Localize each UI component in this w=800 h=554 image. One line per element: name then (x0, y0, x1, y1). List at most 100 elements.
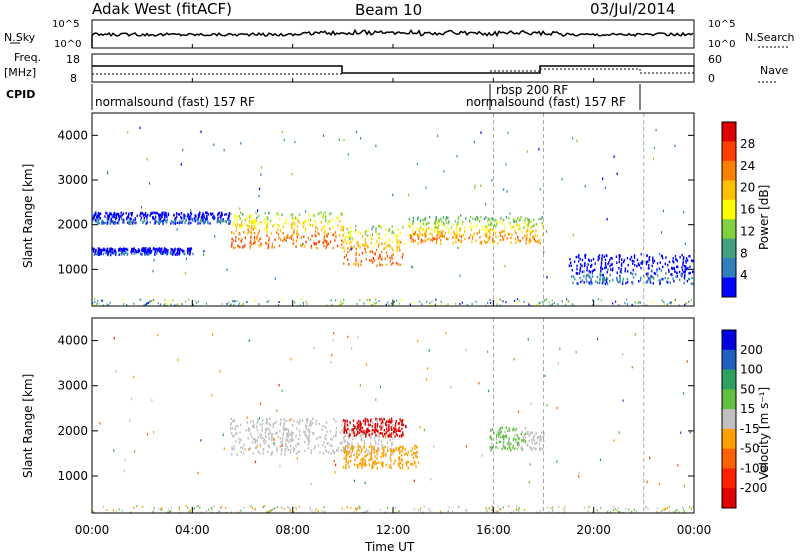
noise-speckle (454, 302, 457, 305)
echo-cell (355, 251, 357, 255)
echo-cell (300, 236, 303, 239)
noise-speckle (551, 506, 554, 509)
echo-cell (233, 232, 235, 235)
echo-cell (329, 429, 332, 433)
echo-cell (383, 448, 385, 451)
echo-cell (162, 211, 164, 214)
echo-cell (489, 231, 491, 235)
echo-cell (416, 227, 418, 231)
echo-cell (367, 420, 369, 423)
echo-cell (98, 247, 100, 251)
echo-cell (96, 218, 98, 221)
noise-speckle (516, 508, 518, 511)
noise-speckle (161, 507, 163, 510)
echo-cell (503, 446, 506, 450)
echo-cell (109, 247, 111, 251)
echo-cell (531, 431, 534, 434)
echo-cell (113, 222, 116, 225)
echo-cell (527, 226, 529, 230)
echo-cell (691, 270, 694, 274)
scatter-echo (285, 239, 287, 242)
echo-cell (254, 446, 257, 450)
echo-cell (166, 215, 168, 219)
echo-cell (291, 436, 293, 439)
echo-cell (99, 216, 102, 220)
echo-cell (471, 240, 473, 244)
echo-cell (275, 432, 277, 435)
echo-cell (234, 216, 236, 220)
echo-cell (265, 242, 268, 245)
echo-cell (690, 282, 692, 285)
echo-cell (597, 258, 599, 262)
echo-cell (291, 216, 294, 220)
echo-cell (199, 219, 202, 223)
scatter-echo (152, 269, 154, 273)
echo-cell (521, 430, 523, 434)
noise-speckle (466, 303, 468, 306)
echo-cell (380, 225, 382, 228)
echo-cell (378, 261, 381, 265)
echo-cell (355, 253, 357, 257)
echo-cell (535, 431, 537, 435)
echo-cell (115, 252, 117, 256)
echo-cell (347, 442, 350, 446)
echo-cell (344, 449, 346, 452)
echo-cell (390, 428, 393, 432)
echo-cell (462, 233, 464, 237)
echo-cell (352, 447, 354, 451)
echo-cell (496, 433, 498, 437)
echo-cell (249, 241, 252, 245)
echo-cell (398, 458, 401, 461)
echo-cell (389, 456, 392, 460)
echo-cell (508, 444, 511, 447)
scatter-echo (294, 140, 296, 144)
echo-cell (387, 420, 390, 424)
noise-speckle (544, 298, 546, 301)
scatter-echo (480, 184, 482, 187)
echo-cell (683, 277, 686, 281)
noise-speckle (447, 509, 450, 512)
echo-cell (356, 421, 358, 425)
echo-cell (240, 211, 242, 215)
echo-cell (186, 250, 189, 253)
echo-cell (262, 419, 264, 422)
noise-speckle (367, 509, 369, 512)
noise-speckle (250, 505, 252, 508)
echo-cell (588, 281, 590, 284)
echo-cell (691, 276, 693, 280)
echo-cell (616, 261, 618, 264)
scatter-echo (151, 399, 153, 402)
echo-cell (389, 438, 391, 442)
echo-cell (660, 278, 663, 281)
echo-cell (369, 435, 371, 439)
echo-cell (604, 258, 607, 262)
echo-cell (288, 236, 291, 240)
echo-cell (531, 235, 534, 239)
scatter-echo (222, 433, 224, 437)
noise-speckle (281, 506, 283, 509)
noise-speckle (423, 505, 425, 508)
echo-cell (344, 445, 347, 448)
scatter-echo (310, 482, 312, 486)
echo-cell (424, 239, 426, 243)
noise-speckle (548, 301, 550, 304)
echo-cell (161, 247, 163, 251)
echo-cell (315, 226, 317, 229)
echo-cell (254, 241, 256, 244)
echo-cell (295, 452, 298, 455)
echo-cell (348, 263, 350, 266)
scatter-echo (572, 233, 574, 237)
echo-cell (131, 249, 133, 253)
echo-cell (621, 262, 623, 265)
echo-cell (531, 230, 533, 233)
echo-cell (522, 439, 525, 443)
echo-cell (268, 211, 270, 215)
noise-speckle (228, 301, 230, 304)
echo-cell (497, 446, 499, 450)
echo-cell (364, 432, 366, 436)
noise-speckle (359, 506, 361, 509)
scatter-echo (200, 130, 202, 133)
echo-cell (601, 273, 603, 277)
echo-cell (272, 425, 275, 429)
echo-cell (112, 215, 114, 219)
